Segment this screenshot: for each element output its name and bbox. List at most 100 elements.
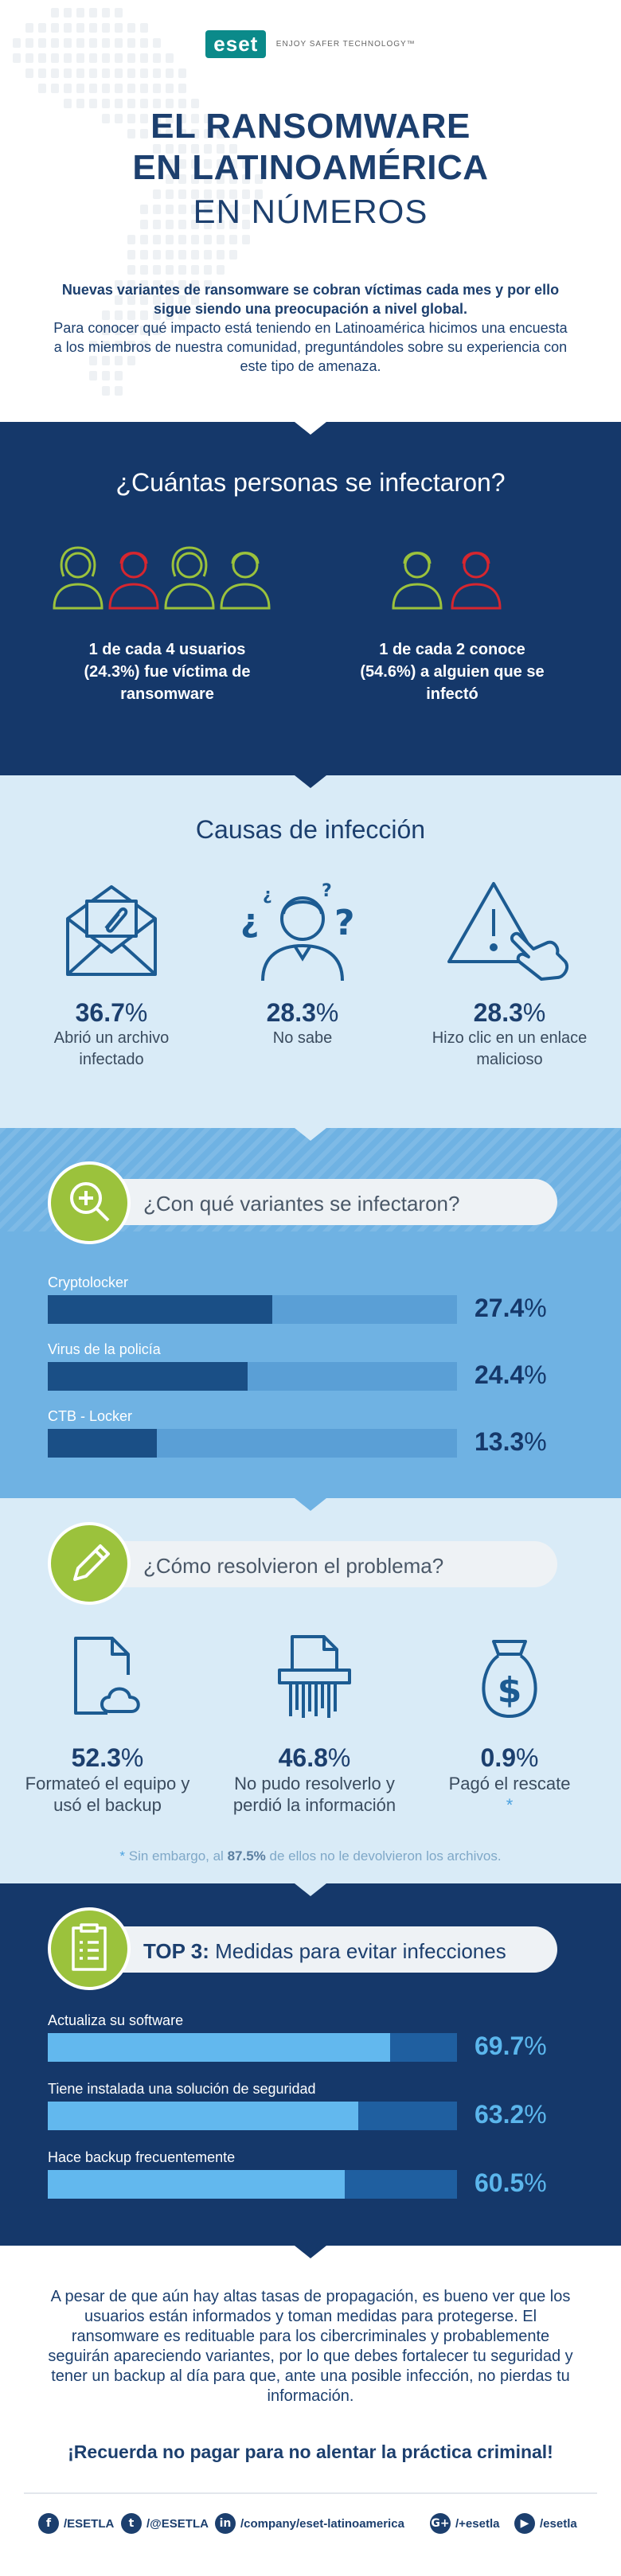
- map-dot: [89, 38, 97, 48]
- map-dot: [140, 129, 148, 139]
- map-dot: [178, 280, 186, 290]
- map-dot: [102, 38, 110, 48]
- confused-person-icon: ¿ ? ? ¿: [240, 881, 355, 982]
- map-dot: [153, 38, 161, 48]
- footnote: * Sin embargo, al 87.5% de ellos no le d…: [119, 1848, 502, 1864]
- bar-track: [48, 2170, 457, 2199]
- checklist-icon: [72, 1923, 107, 1971]
- map-dot: [102, 326, 110, 335]
- map-dot: [64, 68, 72, 78]
- social-link-facebook[interactable]: f /ESETLA: [38, 2512, 114, 2535]
- cause-item: ¿ ? ? ¿ 28.3% No sabe: [215, 879, 390, 1049]
- intro-bold-text: Nuevas variantes de ransomware se cobran…: [61, 282, 560, 317]
- bar-track: [48, 1429, 457, 1458]
- map-dot: [178, 310, 186, 320]
- map-dot: [25, 23, 33, 33]
- map-dot: [115, 280, 123, 290]
- map-dot: [229, 250, 237, 260]
- map-dot: [127, 295, 135, 305]
- map-dot: [115, 53, 123, 63]
- top3-heading: TOP 3: Medidas para evitar infecciones: [143, 1939, 506, 1964]
- causes-heading: Causas de infección: [195, 815, 426, 844]
- map-dot: [217, 189, 225, 199]
- title-line-3: EN NÚMEROS: [193, 193, 428, 230]
- map-dot: [242, 220, 250, 229]
- map-dot: [51, 38, 59, 48]
- resolved-item: 52.3% Formateó el equipo y usó el backup: [24, 1633, 191, 1816]
- map-dot: [255, 205, 263, 214]
- bar-track: [48, 1362, 457, 1391]
- map-dot: [127, 38, 135, 48]
- map-dot: [102, 53, 110, 63]
- map-dot: [178, 99, 186, 108]
- bar-label: CTB - Locker: [48, 1408, 133, 1424]
- social-link-googleplus[interactable]: G+ /+esetla: [430, 2512, 499, 2535]
- map-dot: [178, 84, 186, 93]
- resolved-item: 46.8% No pudo resolverlo y perdió la inf…: [215, 1633, 414, 1816]
- variants-section: ¿Con qué variantes se infectaron? Crypto…: [0, 1128, 621, 1498]
- map-dot: [191, 265, 199, 275]
- infected-heading: ¿Cuántas personas se infectaron?: [115, 468, 506, 497]
- bar-label: Actualiza su software: [48, 2012, 184, 2028]
- map-dot: [102, 68, 110, 78]
- bar-value-number: 13.3: [475, 1427, 525, 1456]
- bar-value-number: 69.7: [475, 2032, 525, 2060]
- resolved-value-number: 0.9: [480, 1743, 517, 1772]
- map-dot: [89, 371, 97, 381]
- map-dot: [127, 280, 135, 290]
- social-link-twitter[interactable]: t /@ESETLA: [121, 2512, 209, 2535]
- top3-heading-pill: [80, 1926, 557, 1973]
- social-link-linkedin[interactable]: in /company/eset-latinoamerica: [215, 2512, 404, 2535]
- resolved-value: 0.9%: [480, 1743, 539, 1772]
- map-dot: [178, 174, 186, 184]
- bar-label: Cryptolocker: [48, 1274, 129, 1290]
- footer-section: A pesar de que aún hay altas tasas de pr…: [0, 2246, 621, 2576]
- map-dot: [127, 129, 135, 139]
- map-dot: [166, 250, 174, 260]
- map-dot: [153, 205, 161, 214]
- map-dot: [38, 23, 46, 33]
- map-dot: [153, 310, 161, 320]
- social-link-youtube[interactable]: ▶ /esetla: [514, 2512, 577, 2535]
- map-dot: [255, 189, 263, 199]
- twitter-icon: t: [121, 2513, 142, 2534]
- map-dot: [191, 144, 199, 154]
- map-dot: [38, 53, 46, 63]
- cause-item: 36.7% Abrió un archivo infectado: [24, 879, 199, 1071]
- map-dot: [89, 53, 97, 63]
- bar-fill: [48, 2033, 390, 2062]
- map-dot: [204, 144, 212, 154]
- map-dot: [153, 68, 161, 78]
- bar-label: Tiene instalada una solución de segurida…: [48, 2081, 316, 2097]
- map-dot: [127, 84, 135, 93]
- map-dot: [166, 174, 174, 184]
- causes-section: Causas de infección 36.7% Abrió un archi…: [0, 775, 621, 1128]
- map-dot: [191, 205, 199, 214]
- closing-text: A pesar de que aún hay altas tasas de pr…: [48, 2288, 573, 2405]
- map-dot: [115, 386, 123, 396]
- map-dot: [166, 265, 174, 275]
- map-dot: [191, 114, 199, 123]
- footnote-bold: 87.5%: [227, 1848, 266, 1864]
- svg-text:¿: ¿: [263, 884, 272, 904]
- map-dot: [166, 99, 174, 108]
- map-dot: [102, 99, 110, 108]
- eset-logo-mark: eset: [205, 30, 267, 58]
- map-dot: [178, 250, 186, 260]
- map-dot: [76, 38, 84, 48]
- map-dot: [127, 341, 135, 350]
- map-dot: [76, 23, 84, 33]
- social-handle: /+esetla: [455, 2516, 500, 2531]
- section-notch: [295, 775, 326, 788]
- map-dot: [178, 129, 186, 139]
- map-dot: [242, 205, 250, 214]
- map-dot: [115, 68, 123, 78]
- map-dot: [76, 99, 84, 108]
- divider: [24, 2492, 597, 2494]
- map-dot: [76, 8, 84, 18]
- map-dot: [166, 280, 174, 290]
- map-dot: [178, 205, 186, 214]
- map-dot: [204, 174, 212, 184]
- cause-label: Hizo clic en un enlace malicioso: [432, 1029, 588, 1068]
- cause-label: No sabe: [272, 1029, 333, 1047]
